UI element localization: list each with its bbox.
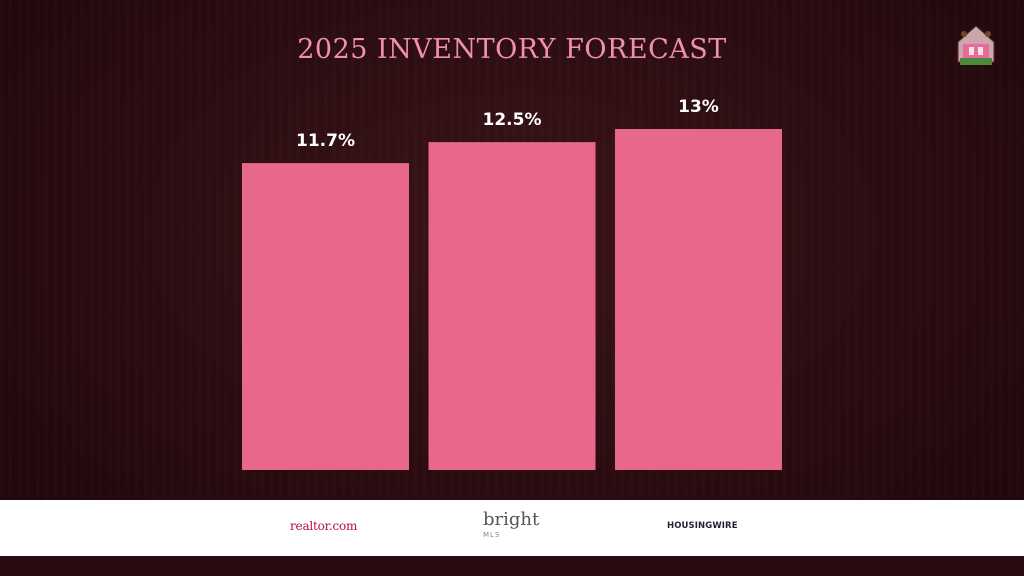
bar-value-label-1: 11.7% <box>296 131 355 151</box>
sources-footer <box>0 500 1024 556</box>
bright-mls-subtitle: MLS <box>483 531 501 539</box>
bar-labels-group: 11.7% 12.5% 13% <box>296 97 719 151</box>
bar-1 <box>242 163 409 470</box>
bar-value-label-2: 12.5% <box>483 110 542 130</box>
bright-mls-logo: bright <box>483 509 540 530</box>
bottom-strip <box>0 556 1024 576</box>
realtor-logo: realtor.com <box>290 519 358 533</box>
housingwire-logo: HOUSINGWIRE <box>667 521 738 531</box>
brand-badge-icon <box>957 25 995 65</box>
bar-2 <box>428 142 596 470</box>
chart-title: 2025 INVENTORY FORECAST <box>297 34 727 65</box>
bar-3 <box>615 129 782 470</box>
bar-chart: 11.7% 12.5% 13% <box>242 97 782 470</box>
bar-value-label-3: 13% <box>678 97 719 117</box>
bars-group <box>242 129 782 470</box>
